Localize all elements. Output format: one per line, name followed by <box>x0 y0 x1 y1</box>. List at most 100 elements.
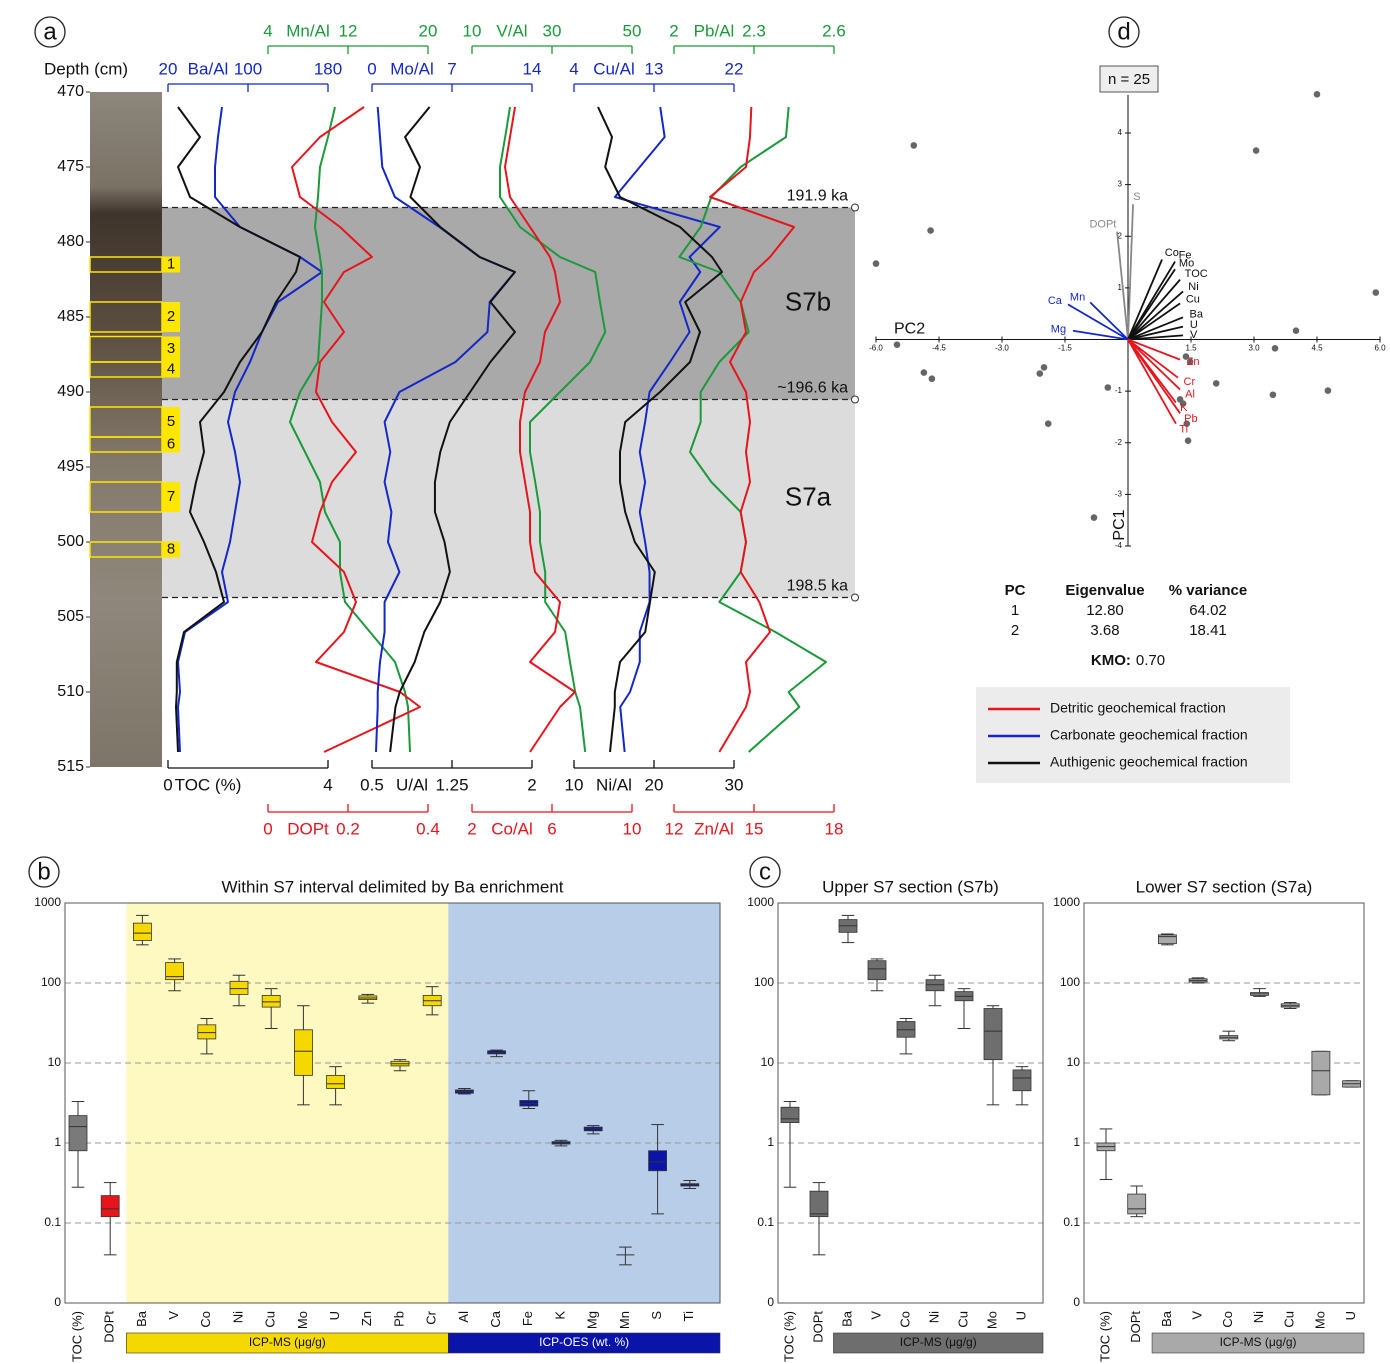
score-point <box>1183 420 1191 427</box>
axis-tick-label: 180 <box>314 59 342 78</box>
score-point <box>928 375 936 383</box>
x-tick-label: Ca <box>488 1310 503 1327</box>
score-point <box>910 142 918 149</box>
loading-label: Cu <box>1186 293 1200 305</box>
x-tick-label: Zn <box>359 1311 374 1326</box>
y-tick-label: 485 <box>57 308 84 325</box>
x-tick-label: Mo <box>984 1311 999 1329</box>
x-tick-label: K <box>552 1311 567 1320</box>
axis-tick-label: 12 <box>339 21 358 40</box>
core-image <box>90 92 162 767</box>
age-label: 191.9 ka <box>787 188 848 205</box>
plot-frame <box>64 902 721 1304</box>
score-point <box>1182 353 1190 360</box>
loading-label: Ti <box>1179 424 1188 436</box>
loading-label: S <box>1133 191 1140 203</box>
y-tick-label: 1000 <box>1053 895 1080 909</box>
y-tick-label: 510 <box>57 683 84 700</box>
kmo-value: 0.70 <box>1136 652 1165 669</box>
score-point <box>1036 370 1044 377</box>
score-point <box>1212 380 1220 387</box>
score-point <box>920 369 928 376</box>
loading-label: Pb <box>1184 413 1197 425</box>
chart-title: Upper S7 section (S7b) <box>822 877 999 896</box>
loading-label: Ca <box>1048 295 1063 307</box>
legend-label: Detritic geochemical fraction <box>1050 700 1226 716</box>
sample-label: 8 <box>167 540 175 557</box>
x-tick-label: Ba <box>839 1310 854 1327</box>
box <box>293 1029 313 1076</box>
loading-vector <box>1116 231 1129 340</box>
panel-badge <box>34 16 66 48</box>
loading-label: DOPt <box>1089 219 1116 231</box>
x-tick-label: 3.0 <box>1248 344 1260 353</box>
axis-name: Ba/Al <box>188 59 229 78</box>
loading-label: U <box>1190 319 1198 331</box>
loading-vector <box>1127 279 1181 341</box>
box <box>326 1074 346 1089</box>
loading-label: Ni <box>1188 281 1198 293</box>
profile-line <box>678 106 827 753</box>
x-tick-label: -3.0 <box>995 344 1009 353</box>
box <box>809 1190 829 1218</box>
loading-label: Mo <box>1179 257 1194 269</box>
profile-line <box>597 106 723 753</box>
x-tick-label: U <box>327 1311 342 1320</box>
panel-label: c <box>759 858 771 885</box>
y-tick-label: 0.1 <box>1063 1215 1080 1229</box>
box <box>197 1024 217 1040</box>
axis-tick-label: 20 <box>645 775 664 794</box>
axis-tick-label: 2.3 <box>742 21 766 40</box>
y-tick-label: 515 <box>57 758 84 775</box>
kmo: KMO: 0.70 <box>1091 652 1165 669</box>
axis-tick-label: 10 <box>565 775 584 794</box>
group-label: ICP-OES (wt. %) <box>539 1335 629 1349</box>
box <box>1158 934 1177 945</box>
axis-tick-label: 18 <box>825 819 844 838</box>
panel-badge <box>1108 16 1140 48</box>
panel-label: d <box>1117 18 1130 45</box>
axis-tick-label: 20 <box>419 21 438 40</box>
y-tick-label: 100 <box>754 975 774 989</box>
axis-tick-label: 0 <box>263 819 272 838</box>
axis-tick-label: 2.6 <box>822 21 846 40</box>
box <box>132 922 152 941</box>
x-tick-label: TOC (%) <box>69 1311 84 1362</box>
x-tick-label: V <box>1190 1311 1205 1320</box>
loading-vector <box>1127 325 1184 341</box>
loading-label: Al <box>1185 388 1195 400</box>
loading-label: Ba <box>1190 309 1204 321</box>
y-tick-label: -4 <box>1115 541 1123 550</box>
axis-tick-label: 10 <box>623 819 642 838</box>
axis-tick-label: 2 <box>527 775 536 794</box>
x-tick-label: Fe <box>520 1311 535 1326</box>
table-cell: 18.41 <box>1189 622 1227 639</box>
group-bar <box>833 1332 1044 1354</box>
y-tick-label: 0 <box>1073 1295 1080 1309</box>
score-point <box>1186 358 1194 365</box>
x-tick-label: Co <box>897 1311 912 1328</box>
axis-tick-label: 1.25 <box>435 775 468 794</box>
sample-tag <box>162 407 180 437</box>
x-tick-label: 1.5 <box>1185 344 1197 353</box>
y-tick-label: 2 <box>1118 231 1123 240</box>
y-tick-label: 0.1 <box>757 1215 774 1229</box>
panel-badge <box>749 856 781 888</box>
x-tick-label: V <box>166 1311 181 1320</box>
score-point <box>1104 384 1112 391</box>
table-cell: 2 <box>1011 622 1019 639</box>
loading-label: Mn <box>1070 291 1085 303</box>
age-label: ~196.6 ka <box>777 380 848 397</box>
n-label: n = 25 <box>1108 71 1150 88</box>
sample-tag <box>162 436 180 453</box>
y-tick-label: 1 <box>1118 283 1123 292</box>
y-axis-title: Depth (cm) <box>44 59 128 78</box>
axis-tick-label: 2 <box>467 819 476 838</box>
y-tick-label: 1000 <box>34 895 61 909</box>
x-tick-label: -6.0 <box>869 344 883 353</box>
axis-name: Pb/Al <box>694 21 735 40</box>
score-point <box>1090 514 1098 521</box>
x-tick-label: 4.5 <box>1311 344 1323 353</box>
y-tick-label: 495 <box>57 458 84 475</box>
